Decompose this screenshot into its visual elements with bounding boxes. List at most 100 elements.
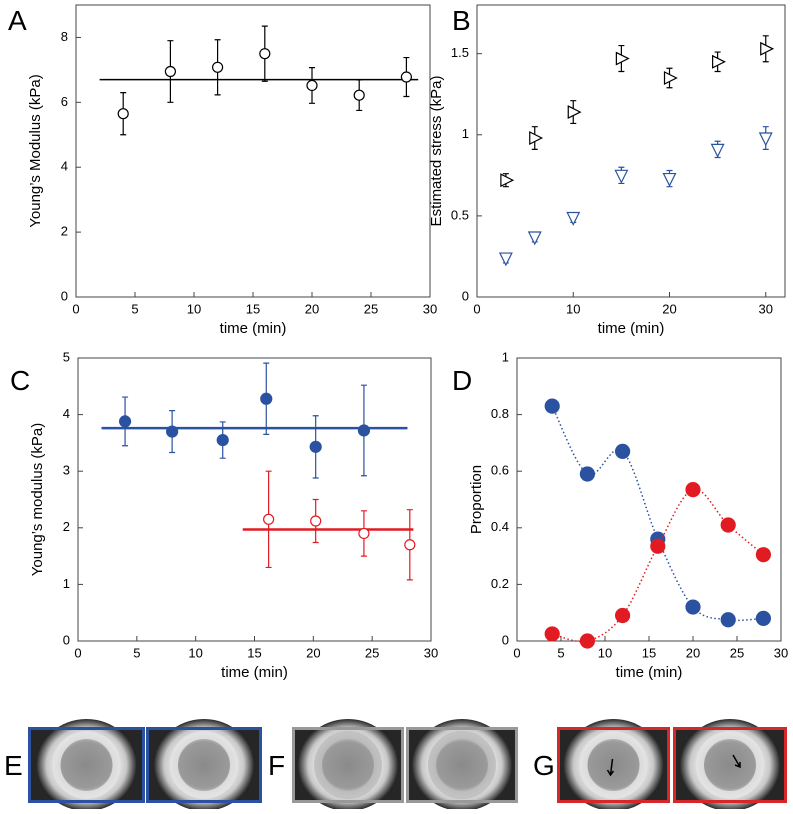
y-tick-label: 0 (63, 632, 70, 647)
point (260, 392, 273, 405)
y-axis-label: Proportion (468, 465, 485, 534)
point (353, 89, 365, 101)
point (309, 440, 322, 453)
point (357, 424, 371, 437)
x-tick-label: 25 (364, 301, 378, 316)
x-tick-label: 25 (730, 645, 744, 660)
y-tick-label: 1.5 (451, 45, 469, 60)
y-tick-label: 8 (61, 29, 68, 44)
point (164, 65, 176, 78)
arrow (606, 758, 615, 777)
y-tick-label: 2 (61, 224, 68, 239)
x-tick-label: 30 (759, 301, 773, 316)
point (498, 252, 513, 267)
x-tick-label: 10 (188, 645, 202, 660)
point (212, 61, 224, 73)
point (263, 513, 275, 525)
y-tick-label: 0 (502, 632, 509, 647)
point (663, 71, 678, 85)
image-border (406, 727, 518, 803)
y-tick-label: 4 (63, 406, 70, 421)
point (614, 169, 629, 184)
plot-frame (75, 4, 431, 298)
x-tick-label: 25 (365, 645, 379, 660)
plot-frame (476, 4, 786, 298)
y-axis-label: Estimated stress (kPa) (428, 76, 445, 227)
x-tick-label: 0 (473, 301, 480, 316)
point (685, 481, 701, 498)
point (358, 527, 370, 540)
y-tick-label: 1 (63, 576, 70, 591)
x-tick-label: 30 (774, 645, 788, 660)
panel-letter: A (8, 5, 27, 36)
point (720, 517, 736, 533)
image-border (557, 727, 670, 803)
image-border (146, 727, 262, 803)
y-axis-label: Young’s modulus (kPa) (29, 423, 46, 576)
x-tick-label: 0 (74, 645, 81, 660)
image-border (673, 727, 787, 803)
point (306, 79, 318, 92)
x-tick-label: 0 (72, 301, 79, 316)
cell-ring (579, 731, 648, 799)
cell-ring (696, 731, 764, 799)
cell-ring (170, 731, 238, 799)
point (544, 626, 560, 642)
y-tick-label: 3 (63, 463, 70, 478)
image-border (28, 727, 145, 803)
point (566, 211, 581, 226)
y-tick-label: 0 (61, 288, 68, 303)
plot-frame (77, 357, 432, 642)
y-tick-label: 0.6 (491, 463, 509, 478)
x-tick-label: 10 (187, 301, 201, 316)
point (712, 54, 726, 69)
point (118, 415, 132, 428)
point (614, 443, 631, 459)
y-tick-label: 1 (502, 349, 509, 364)
point (529, 131, 544, 145)
point (400, 71, 412, 83)
panel-letter: C (10, 365, 30, 396)
y-axis-label: Young’s Modulus (kPa) (27, 74, 44, 227)
y-tick-label: 0 (462, 288, 469, 303)
point (310, 515, 322, 527)
x-axis-label: time (min) (221, 664, 288, 681)
x-tick-label: 20 (686, 645, 700, 660)
x-tick-label: 5 (557, 645, 564, 660)
point (166, 425, 179, 438)
y-tick-label: 5 (63, 349, 70, 364)
y-tick-label: 0.2 (491, 576, 509, 591)
x-tick-label: 20 (662, 301, 676, 316)
y-tick-label: 4 (61, 159, 68, 174)
point (567, 105, 582, 120)
x-tick-label: 30 (424, 645, 438, 660)
point (404, 539, 416, 551)
panel-letter: D (452, 365, 472, 396)
point (650, 538, 666, 554)
point (500, 173, 515, 188)
point (579, 633, 596, 649)
panel-letter: B (452, 5, 471, 36)
point (710, 143, 725, 158)
x-axis-label: time (min) (598, 320, 665, 337)
x-tick-label: 30 (423, 301, 437, 316)
point (662, 172, 677, 187)
image-border (292, 727, 404, 803)
panel-letter: F (268, 750, 285, 781)
x-axis-label: time (min) (220, 320, 287, 337)
cell-ring (52, 731, 121, 799)
point (755, 547, 772, 563)
panel-letter: E (4, 750, 23, 781)
point (579, 466, 596, 482)
cell-ring (428, 731, 496, 799)
point (527, 231, 542, 246)
point (216, 433, 229, 447)
y-tick-label: 0.8 (491, 406, 509, 421)
y-tick-label: 0.4 (491, 519, 509, 534)
point (685, 599, 701, 615)
cell-ring (314, 731, 382, 799)
x-tick-label: 15 (247, 645, 261, 660)
x-tick-label: 10 (598, 645, 612, 660)
point (615, 51, 630, 66)
